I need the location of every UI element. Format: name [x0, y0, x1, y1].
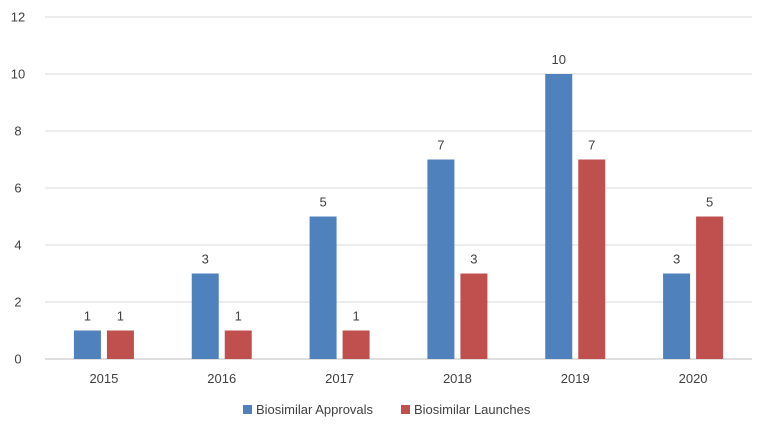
- bar-biosimilar-approvals-2019: [545, 74, 573, 359]
- bar-biosimilar-approvals-2017: [309, 216, 337, 359]
- x-axis-ticks: 2015 2016 2017 2018 2019 2020: [89, 371, 707, 386]
- bar-biosimilar-approvals-2015: [73, 330, 101, 359]
- legend-label: Biosimilar Launches: [414, 402, 531, 417]
- bar-biosimilar-launches-2017: [342, 330, 370, 359]
- y-tick-label: 8: [14, 124, 21, 139]
- y-axis-ticks: 0 2 4 6 8 10 12: [11, 10, 25, 367]
- bar-biosimilar-launches-2015: [106, 330, 134, 359]
- legend: Biosimilar Approvals Biosimilar Launches: [243, 402, 531, 417]
- data-label: 10: [552, 52, 566, 67]
- x-tick-label: 2017: [325, 371, 354, 386]
- legend-label: Biosimilar Approvals: [256, 402, 374, 417]
- x-tick-label: 2015: [89, 371, 118, 386]
- data-label: 1: [117, 309, 124, 324]
- x-tick-label: 2016: [207, 371, 236, 386]
- x-tick-label: 2019: [561, 371, 590, 386]
- data-label: 1: [352, 309, 359, 324]
- legend-item-biosimilar-approvals: Biosimilar Approvals: [243, 402, 374, 417]
- bar-biosimilar-launches-2018: [460, 273, 488, 359]
- x-tick-label: 2018: [443, 371, 472, 386]
- y-tick-label: 6: [14, 181, 21, 196]
- y-tick-label: 10: [11, 67, 25, 82]
- bar-biosimilar-approvals-2016: [191, 273, 219, 359]
- data-label: 7: [588, 138, 595, 153]
- data-labels: 1 1 3 1 5 1 7 3 10 7 3 5: [84, 52, 713, 324]
- data-label: 3: [202, 252, 209, 267]
- data-label: 3: [673, 252, 680, 267]
- y-tick-label: 2: [14, 295, 21, 310]
- data-label: 1: [84, 309, 91, 324]
- y-tick-label: 12: [11, 10, 25, 25]
- gridlines: [45, 16, 752, 360]
- bar-biosimilar-launches-2020: [696, 216, 724, 359]
- legend-swatch: [401, 405, 410, 414]
- bars: [73, 74, 724, 359]
- data-label: 7: [437, 138, 444, 153]
- x-tick-label: 2020: [679, 371, 708, 386]
- data-label: 1: [235, 309, 242, 324]
- y-tick-label: 4: [14, 238, 21, 253]
- data-label: 5: [319, 195, 326, 210]
- bar-biosimilar-launches-2019: [578, 159, 606, 359]
- data-label: 3: [470, 252, 477, 267]
- bar-biosimilar-approvals-2020: [663, 273, 691, 359]
- legend-swatch: [243, 405, 252, 414]
- legend-item-biosimilar-launches: Biosimilar Launches: [401, 402, 531, 417]
- bar-biosimilar-launches-2016: [224, 330, 252, 359]
- y-tick-label: 0: [14, 352, 21, 367]
- data-label: 5: [706, 195, 713, 210]
- bar-biosimilar-approvals-2018: [427, 159, 455, 359]
